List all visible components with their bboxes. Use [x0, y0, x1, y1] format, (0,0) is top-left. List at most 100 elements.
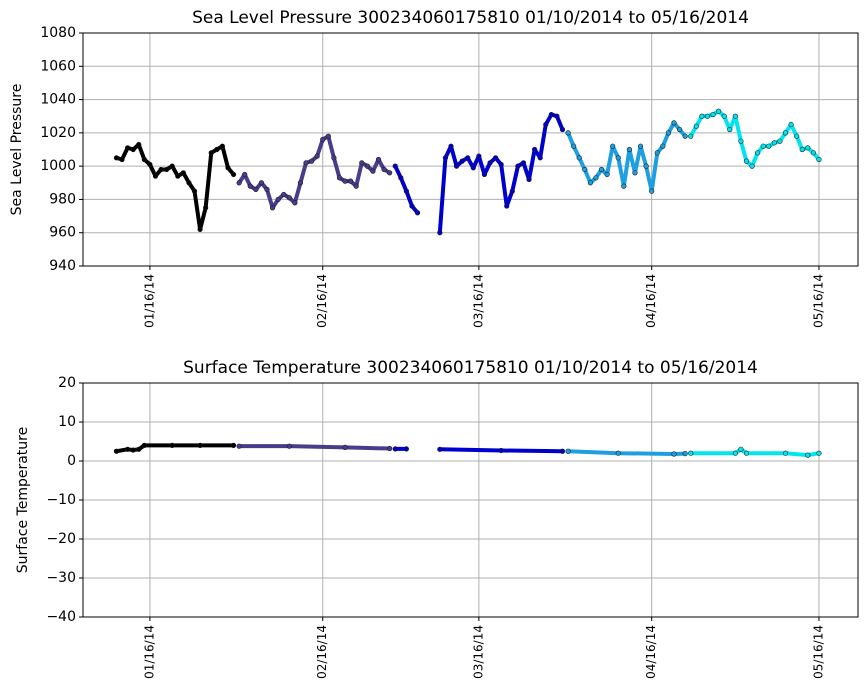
data-point — [805, 452, 811, 458]
data-point — [141, 442, 147, 449]
data-point — [175, 173, 181, 179]
y-tick-label: −30 — [46, 570, 76, 586]
data-point — [348, 178, 354, 184]
data-point — [437, 446, 443, 452]
data-point — [169, 442, 175, 449]
data-point — [816, 450, 822, 456]
data-point — [565, 448, 571, 454]
data-point — [286, 195, 292, 201]
data-point — [799, 146, 805, 153]
x-tick-label: 04/16/14 — [644, 625, 658, 679]
data-point — [532, 146, 538, 153]
data-point — [688, 133, 694, 139]
series-line — [393, 446, 565, 454]
data-point — [476, 153, 482, 159]
data-point — [414, 210, 421, 216]
data-point — [197, 442, 203, 449]
y-tick-label: 1020 — [40, 125, 76, 141]
data-point — [186, 180, 192, 186]
x-tick-label: 04/16/14 — [644, 274, 658, 328]
data-point — [582, 166, 588, 173]
data-point — [130, 146, 136, 153]
data-point — [782, 130, 789, 136]
data-point — [732, 450, 738, 456]
data-point — [247, 183, 253, 189]
y-axis-label: Sea Level Pressure — [9, 84, 25, 216]
y-tick-label: 20 — [58, 375, 76, 391]
y-tick-label: 0 — [67, 453, 76, 469]
data-point — [637, 143, 644, 149]
data-point — [498, 161, 504, 168]
data-point — [392, 446, 398, 452]
data-point — [782, 450, 789, 456]
data-point — [487, 160, 493, 166]
data-point — [671, 451, 677, 457]
plot-frame — [82, 32, 859, 267]
data-point — [141, 156, 147, 163]
data-point — [676, 126, 683, 133]
data-point — [498, 447, 504, 454]
data-point — [297, 180, 304, 186]
data-point — [543, 121, 549, 128]
data-point — [236, 180, 242, 186]
data-point — [409, 203, 415, 209]
data-point — [643, 163, 649, 169]
data-point — [615, 450, 621, 456]
data-point — [749, 163, 755, 169]
data-point — [203, 205, 209, 211]
data-point — [688, 450, 694, 456]
data-point — [593, 175, 599, 181]
data-point — [766, 143, 772, 149]
data-point — [230, 442, 237, 449]
data-point — [113, 448, 120, 454]
data-point — [403, 446, 409, 452]
series-line — [688, 109, 821, 169]
data-point — [626, 146, 633, 153]
data-point — [571, 143, 577, 149]
data-point — [113, 155, 120, 161]
data-point — [375, 156, 382, 163]
data-point — [548, 111, 554, 118]
y-axis-label: Surface Temperature — [15, 427, 31, 573]
data-point — [615, 155, 621, 161]
series-line — [566, 449, 688, 456]
data-point — [805, 145, 811, 151]
data-point — [214, 146, 220, 153]
data-point — [152, 173, 159, 179]
data-point — [208, 150, 214, 156]
data-point — [559, 448, 566, 454]
data-point — [732, 113, 738, 119]
data-point — [125, 145, 131, 151]
series-line — [237, 444, 392, 451]
data-point — [342, 444, 348, 450]
x-tick-label: 03/16/14 — [471, 274, 485, 328]
data-point — [520, 160, 527, 166]
data-point — [716, 108, 722, 114]
data-point — [654, 150, 660, 156]
data-point — [258, 180, 265, 186]
data-point — [465, 155, 471, 161]
x-tick-label: 01/16/14 — [142, 625, 156, 679]
data-point — [219, 143, 225, 149]
data-point — [320, 136, 326, 143]
x-tick-label: 05/16/14 — [811, 274, 825, 328]
data-point — [136, 141, 142, 148]
series-line — [114, 142, 236, 232]
data-point — [314, 153, 320, 159]
data-point — [387, 445, 393, 452]
data-point — [342, 178, 348, 184]
data-point — [197, 226, 203, 232]
data-point — [353, 183, 359, 189]
data-point — [671, 120, 677, 126]
data-point — [738, 138, 744, 144]
y-tick-label: −10 — [46, 492, 76, 508]
series-line — [566, 120, 688, 194]
data-point — [325, 133, 331, 139]
data-point — [381, 166, 387, 173]
data-point — [598, 166, 605, 173]
data-point — [286, 443, 292, 449]
y-tick-label: 1040 — [40, 92, 76, 108]
data-point — [392, 163, 398, 169]
y-tick-label: 960 — [49, 225, 76, 241]
